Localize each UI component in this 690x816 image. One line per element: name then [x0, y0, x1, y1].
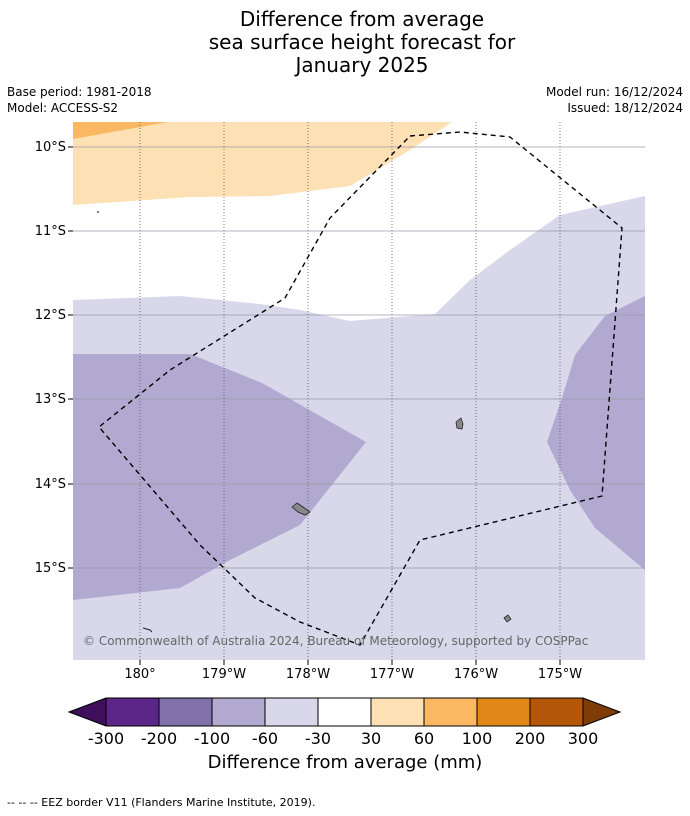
lat-label: 13°S [35, 392, 66, 407]
parallel-gridlines [73, 146, 645, 569]
colorbar-tick: -300 [88, 729, 124, 748]
longitude-labels: 180° 179°W 178°W 177°W 176°W 175°W [124, 667, 582, 682]
axis-ticks [68, 146, 561, 665]
island-speck [97, 211, 99, 213]
model-run: Model run: 16/12/2024 [545, 85, 683, 99]
map-title: Difference from average sea surface heig… [0, 8, 690, 77]
map-panel: © Commonwealth of Australia 2024, Bureau… [73, 122, 645, 660]
colorbar-label: Difference from average (mm) [207, 752, 483, 773]
title-line-1: Difference from average [239, 7, 485, 31]
lon-label: 178°W [286, 667, 330, 682]
anomaly-band-30-60 [73, 122, 452, 205]
colorbar-segment [212, 698, 265, 726]
eez-legend-note: -- -- -- EEZ border V11 (Flanders Marine… [7, 796, 316, 809]
latitude-labels: 10°S 11°S 12°S 13°S 14°S 15°S [35, 140, 66, 576]
eez-border [97, 131, 623, 646]
lat-label: 12°S [35, 308, 66, 323]
colorbar-segment [318, 698, 371, 726]
colorbar-tick: 200 [515, 729, 546, 748]
title-line-2: sea surface height forecast for [208, 30, 516, 54]
model-name: Model: ACCESS-S2 [7, 101, 119, 115]
lon-label: 177°W [370, 667, 414, 682]
island-atafu [455, 417, 464, 430]
island-wallis [291, 502, 311, 516]
colorbar-tick: 300 [568, 729, 599, 748]
anomaly-band-60-100 [73, 122, 168, 139]
colorbar-segment [159, 698, 212, 726]
run-info: Model run: 16/12/2024 Issued: 18/12/2024 [546, 84, 683, 116]
lat-label: 11°S [35, 224, 66, 239]
model-info: Base period: 1981-2018 Model: ACCESS-S2 [7, 84, 152, 116]
colorbar-tick: 100 [462, 729, 493, 748]
island-south [503, 614, 512, 623]
issued-date: Issued: 18/12/2024 [567, 101, 683, 115]
colorbar-tick: 60 [414, 729, 434, 748]
colorbar-tick: -30 [305, 729, 331, 748]
lat-label: 10°S [35, 140, 66, 155]
colorbar-segment [530, 698, 583, 726]
colorbar-extend-low [69, 698, 106, 726]
colorbar-dividers [105, 698, 584, 726]
base-period: Base period: 1981-2018 [7, 85, 152, 99]
colorbar-tick: -100 [194, 729, 230, 748]
lon-label: 179°W [202, 667, 246, 682]
colorbar-segment [477, 698, 530, 726]
colorbar-tick: 30 [361, 729, 381, 748]
lat-label: 14°S [35, 477, 66, 492]
lon-label: 176°W [454, 667, 498, 682]
colorbar-tick: -60 [252, 729, 278, 748]
colorbar-tick: -200 [141, 729, 177, 748]
island-west [142, 627, 153, 633]
lon-label: 180° [124, 667, 155, 682]
title-line-3: January 2025 [295, 53, 429, 77]
colorbar-segment [371, 698, 424, 726]
colorbar: -300 -200 -100 -60 -30 30 60 100 200 300 [67, 697, 622, 748]
copyright-notice: © Commonwealth of Australia 2024, Bureau… [83, 634, 588, 648]
lat-label: 15°S [35, 561, 66, 576]
anomaly-band-minus100-minus60-east [547, 296, 645, 570]
lon-label: 175°W [538, 667, 582, 682]
anomaly-band-minus100-minus60-west [73, 354, 366, 600]
colorbar-segment [424, 698, 477, 726]
colorbar-segment [106, 698, 159, 726]
colorbar-extend-high [583, 698, 620, 726]
colorbar-segment [265, 698, 318, 726]
